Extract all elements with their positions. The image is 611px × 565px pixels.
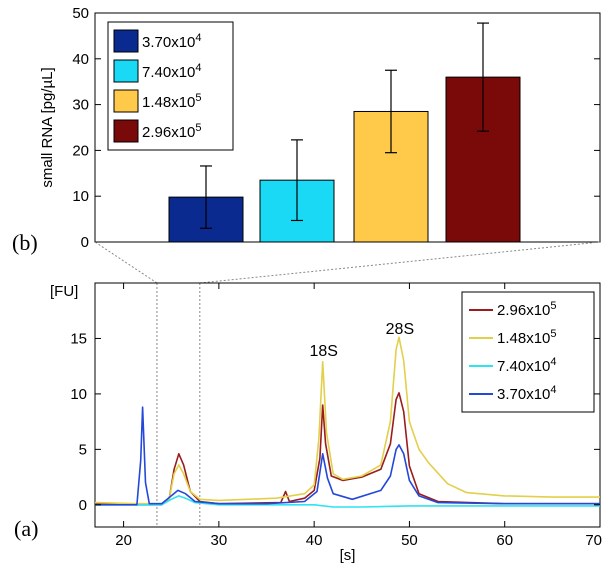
series-line [95,495,600,508]
zoom-connector-left [94,241,158,284]
legend-box [461,291,595,413]
line-chart-x-axis-label: [s] [340,547,356,564]
bar-chart-axes-box [94,12,601,243]
peak-label: 28S [386,321,414,338]
legend-entry: 3.70x104 [142,32,202,51]
zoom-connector-right [199,241,601,284]
y-tick-label: 0 [79,497,87,514]
y-tick-label: 10 [72,188,89,205]
line-chart-legend: 2.96x105 1.48x105 7.40x104 3.70x104 [461,291,595,413]
peak-annotations: 18S 28S [309,321,414,360]
legend-entry: 7.40x104 [497,356,557,375]
peak-label: 18S [309,343,337,360]
y-tick-label: 5 [79,441,87,458]
y-tick-label: 10 [70,386,87,403]
bar-chart-bars [168,22,521,243]
legend-entry: 3.70x104 [497,384,557,403]
legend-swatch [113,59,139,83]
panel-label-a: (a) [14,516,38,541]
zoom-connector-lines [94,241,601,527]
x-tick-label: 70 [585,532,602,549]
legend-swatch [113,29,139,53]
y-tick-label: 30 [72,97,89,114]
legend-entry: 2.96x105 [142,122,202,141]
bar-chart-panel: 0 10 20 30 40 50 small RNA [pg/µL] (b) 3.70x1… [12,5,601,255]
x-tick-label: 20 [115,532,132,549]
line-chart-y-axis-label: [FU] [50,283,78,300]
series-line [94,336,600,505]
line-chart-y-ticks: 0 5 10 15 [70,330,600,514]
bar-chart-legend: 3.70x104 7.40x104 1.48x105 2.96x105 [107,21,234,151]
line-chart-traces [94,336,600,508]
series-line [94,392,600,506]
y-tick-label: 15 [70,330,87,347]
y-tick-label: 0 [81,234,89,251]
y-tick-label: 40 [72,51,89,68]
legend-entry: 2.96x105 [497,300,557,319]
x-tick-label: 60 [496,532,513,549]
x-tick-label: 40 [306,532,323,549]
line-chart-axes-box [94,282,601,528]
legend-entry: 1.48x105 [142,92,202,111]
legend-swatch [113,119,139,143]
legend-swatch [113,89,139,113]
legend-entry: 1.48x105 [497,328,557,347]
x-tick-label: 30 [211,532,228,549]
panel-label-b: (b) [12,230,38,255]
y-tick-label: 50 [72,5,89,22]
x-tick-label: 50 [401,532,418,549]
bar-chart-y-ticks: 0 10 20 30 40 50 [72,5,600,251]
series-line [95,406,600,506]
legend-entry: 7.40x104 [142,62,202,81]
bar-chart-y-axis-label: small RNA [pg/µL] [39,67,56,187]
line-chart-x-ticks: 20 30 40 50 60 70 [115,283,602,549]
y-tick-label: 20 [72,142,89,159]
